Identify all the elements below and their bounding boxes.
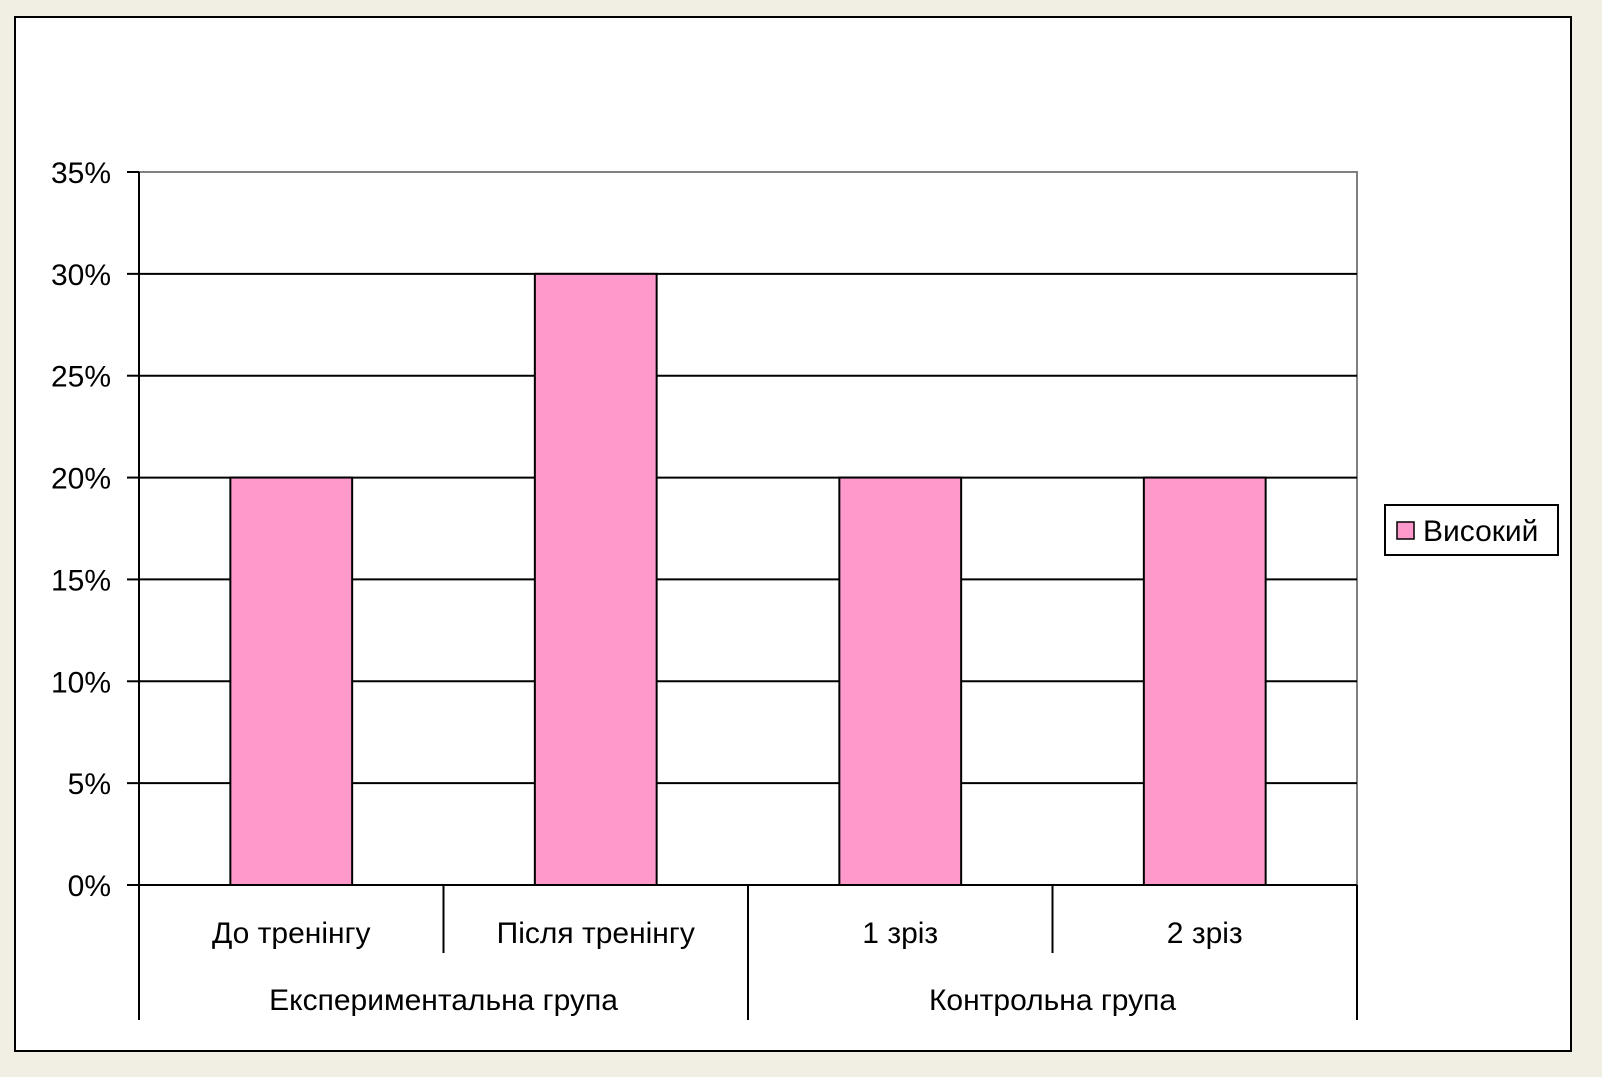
y-tick-label: 0% xyxy=(68,870,111,903)
axes xyxy=(127,171,1358,1020)
y-tick-label: 5% xyxy=(68,768,111,801)
y-tick-label: 20% xyxy=(51,463,111,496)
legend-swatch xyxy=(1396,521,1415,540)
legend-label: Високий xyxy=(1423,515,1538,548)
y-tick-label: 10% xyxy=(51,666,111,699)
legend: Високий xyxy=(1384,504,1559,556)
bar xyxy=(838,476,963,886)
bars xyxy=(229,272,1267,887)
y-tick-label: 30% xyxy=(51,259,111,292)
category-label: 2 зріз xyxy=(1167,917,1243,950)
bar xyxy=(533,272,658,887)
labels: 0% 5% 10% 15% 20% 25% 30% 35% До тренінгу Після т… xyxy=(51,157,1243,1017)
group-label: Експериментальна група xyxy=(269,984,618,1017)
y-tick-label: 15% xyxy=(51,564,111,597)
bar xyxy=(1142,476,1267,886)
group-label: Контрольна група xyxy=(929,984,1176,1017)
y-tick-label: 35% xyxy=(51,157,111,190)
category-label: До тренінгу xyxy=(212,917,371,950)
category-label: 1 зріз xyxy=(862,917,938,950)
y-tick-label: 25% xyxy=(51,361,111,394)
category-label: Після тренінгу xyxy=(497,917,695,950)
bar xyxy=(229,476,354,886)
